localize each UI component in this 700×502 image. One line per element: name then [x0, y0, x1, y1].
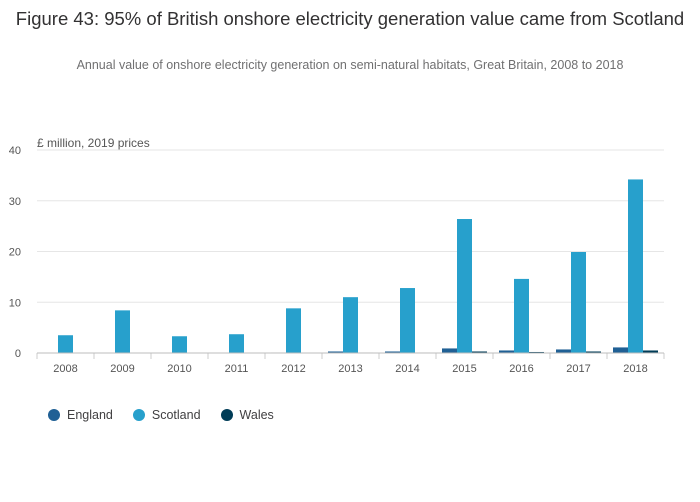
bar-england-2013: [328, 351, 343, 353]
legend-label-scotland: Scotland: [151, 408, 201, 422]
bar-england-2015: [442, 348, 457, 353]
bar-wales-2015: [472, 351, 487, 353]
y-tick-label-20: 20: [9, 247, 21, 259]
bar-wales-2016: [529, 351, 544, 353]
bar-scotland-2009: [115, 310, 130, 353]
x-tick-label-2011: 2011: [225, 363, 249, 375]
bar-wales-2017: [586, 351, 601, 353]
x-tick-label-2010: 2010: [167, 363, 191, 375]
bar-scotland-2010: [172, 336, 187, 353]
legend-item-wales[interactable]: Wales: [220, 408, 274, 422]
y-axis-label: £ million, 2019 prices: [37, 136, 150, 150]
legend-swatch-scotland: [132, 409, 145, 421]
x-tick-label-2017: 2017: [566, 363, 590, 375]
x-tick-label-2014: 2014: [395, 363, 419, 375]
bar-england-2017: [556, 349, 571, 353]
y-tick-label-30: 30: [9, 196, 21, 208]
bar-scotland-2014: [400, 288, 415, 353]
bar-wales-2018: [643, 350, 658, 353]
x-tick-label-2008: 2008: [53, 363, 77, 375]
x-tick-label-2013: 2013: [338, 363, 362, 375]
legend-item-scotland[interactable]: Scotland: [132, 408, 201, 422]
legend-item-england[interactable]: England: [48, 408, 113, 422]
x-tick-label-2015: 2015: [452, 363, 476, 375]
x-tick-label-2009: 2009: [110, 363, 134, 375]
x-tick-label-2012: 2012: [281, 363, 305, 375]
x-tick-label-2018: 2018: [623, 363, 647, 375]
bar-scotland-2013: [343, 297, 358, 353]
legend-swatch-wales: [220, 409, 233, 421]
bar-scotland-2011: [229, 334, 244, 353]
chart-subtitle: Annual value of onshore electricity gene…: [76, 58, 624, 72]
bar-scotland-2008: [58, 335, 73, 353]
bar-scotland-2018: [628, 179, 643, 353]
legend-swatch-england: [48, 409, 60, 421]
bar-scotland-2015: [457, 219, 472, 353]
bar-england-2014: [385, 351, 400, 353]
legend: England Scotland Wales: [48, 408, 294, 422]
bar-england-2016: [499, 350, 514, 353]
y-tick-label-0: 0: [15, 348, 21, 360]
bar-scotland-2012: [286, 308, 301, 353]
y-tick-label-40: 40: [9, 145, 21, 157]
chart-title: Figure 43: 95% of British onshore electr…: [15, 8, 685, 29]
legend-label-wales: Wales: [239, 408, 274, 422]
x-tick-label-2016: 2016: [509, 363, 533, 375]
bar-scotland-2017: [571, 252, 586, 353]
bar-england-2018: [613, 347, 628, 353]
y-tick-label-10: 10: [9, 297, 21, 309]
legend-label-england: England: [67, 408, 113, 422]
bar-scotland-2016: [514, 278, 529, 353]
